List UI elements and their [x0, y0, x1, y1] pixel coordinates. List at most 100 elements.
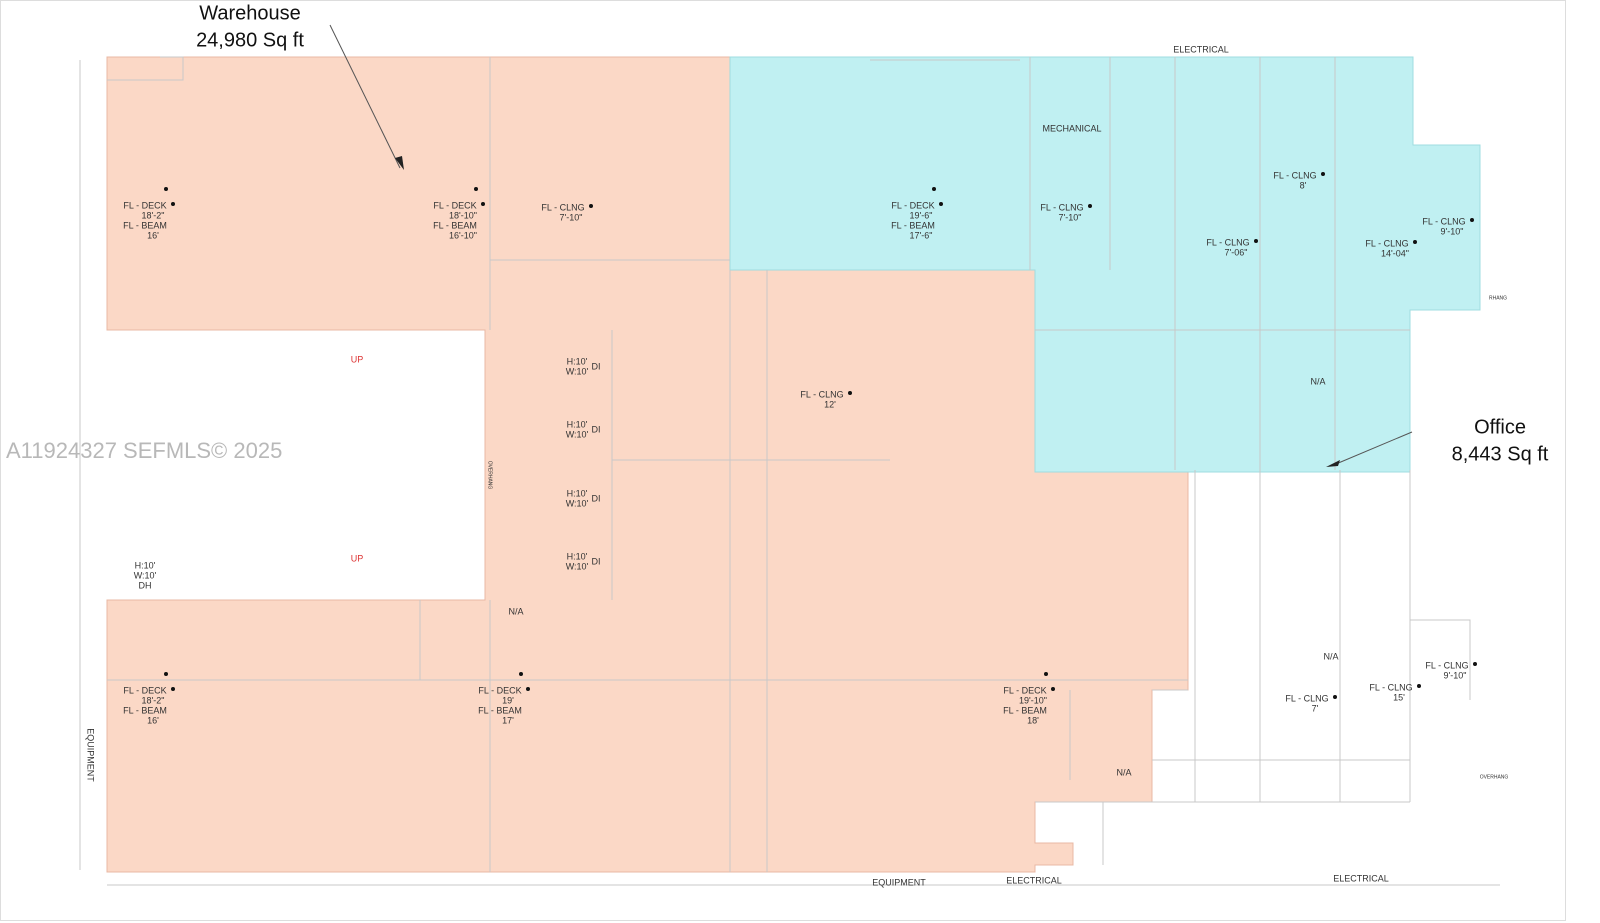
walls [79, 56, 1500, 886]
room-label: OVERHANG [1480, 774, 1509, 780]
elevation-point [939, 202, 943, 206]
elevation-point [1473, 662, 1477, 666]
elevation-point [519, 672, 523, 676]
door-label: DH [139, 580, 152, 590]
door-size: H:10' [567, 488, 588, 498]
elevation-label: FL - BEAM [1003, 705, 1047, 715]
elevation-point [1413, 240, 1417, 244]
elevation-label: FL - DECK [1003, 685, 1046, 695]
elevation-point [932, 187, 936, 191]
callout-area: 24,980 Sq ft [196, 29, 304, 51]
door-size: W:10' [566, 429, 589, 439]
elevation-label: FL - DECK [891, 200, 934, 210]
door-size: W:10' [566, 498, 589, 508]
arrowhead [395, 156, 404, 170]
elevation-label: 14'-04" [1381, 248, 1409, 258]
elevation-label: 19' [502, 695, 514, 705]
office-arrow [1335, 431, 1413, 465]
room-label: UP [351, 553, 364, 563]
elevation-point [171, 687, 175, 691]
elevation-point [848, 391, 852, 395]
warehouse-arrow [329, 24, 401, 169]
room-label: UP [351, 354, 364, 364]
elevation-label: 16'-10" [449, 230, 477, 240]
elevation-label: 16' [147, 230, 159, 240]
room-label: N/A [1116, 767, 1131, 777]
elevation-point [1333, 695, 1337, 699]
door-size: H:10' [567, 419, 588, 429]
elevation-label: FL - DECK [123, 200, 166, 210]
elevation-point [164, 672, 168, 676]
room-label: RHANG [1489, 295, 1507, 301]
door-label: H:10' [135, 560, 156, 570]
elevation-label: FL - BEAM [123, 705, 167, 715]
elevation-label: FL - CLNG [1273, 170, 1316, 180]
elevation-label: 9'-10" [1444, 670, 1467, 680]
office-area [729, 56, 1481, 473]
room-label: N/A [1310, 376, 1325, 386]
elevation-point [526, 687, 530, 691]
elevation-point [1417, 684, 1421, 688]
elevation-label: FL - CLNG [1422, 216, 1465, 226]
arrowhead [1326, 460, 1340, 467]
elevation-label: FL - CLNG [1369, 682, 1412, 692]
elevation-point [1051, 687, 1055, 691]
elevation-label: FL - CLNG [1365, 238, 1408, 248]
elevation-point [171, 202, 175, 206]
door-label: W:10' [134, 570, 157, 580]
elevation-label: FL - DECK [433, 200, 476, 210]
elevation-label: 18'-2" [142, 210, 165, 220]
elevation-label: 17' [502, 715, 514, 725]
room-label: EQUIPMENT [86, 728, 96, 782]
room-label: ELECTRICAL [1173, 44, 1229, 54]
elevation-label: FL - BEAM [433, 220, 477, 230]
room-label: N/A [508, 606, 523, 616]
callout-title: Office [1474, 416, 1526, 438]
elevation-label: 7' [1312, 703, 1319, 713]
elevation-label: 9'-10" [1441, 226, 1464, 236]
elevation-point [589, 204, 593, 208]
elevation-label: FL - CLNG [800, 389, 843, 399]
elevation-label: 17'-6" [910, 230, 933, 240]
elevation-label: 7'-10" [560, 212, 583, 222]
elevation-label: 15' [1393, 692, 1405, 702]
elevation-label: FL - CLNG [541, 202, 584, 212]
elevation-label: 18'-2" [142, 695, 165, 705]
room-label: ELECTRICAL [1333, 873, 1389, 883]
elevation-point [1088, 204, 1092, 208]
elevation-label: 18' [1027, 715, 1039, 725]
elevation-label: FL - BEAM [478, 705, 522, 715]
elevation-label: 19'-6" [910, 210, 933, 220]
room-label: N/A [1323, 651, 1338, 661]
door-size: W:10' [566, 561, 589, 571]
elevation-label: 16' [147, 715, 159, 725]
elevation-label: 19'-10" [1019, 695, 1047, 705]
elevation-label: 7'-06" [1225, 247, 1248, 257]
elevation-label: FL - BEAM [891, 220, 935, 230]
door-type: DI [592, 493, 601, 503]
elevation-label: FL - BEAM [123, 220, 167, 230]
elevation-label: FL - CLNG [1425, 660, 1468, 670]
elevation-point [164, 187, 168, 191]
door-type: DI [592, 556, 601, 566]
room-label: MECHANICAL [1042, 123, 1101, 133]
door-type: DI [592, 424, 601, 434]
door-size: W:10' [566, 366, 589, 376]
elevation-label: FL - CLNG [1285, 693, 1328, 703]
elevation-label: 8' [1300, 180, 1307, 190]
elevation-label: FL - CLNG [1040, 202, 1083, 212]
door-type: DI [592, 361, 601, 371]
elevation-label: FL - DECK [478, 685, 521, 695]
room-label: OVERHANG [487, 461, 493, 490]
elevation-point [1321, 172, 1325, 176]
elevation-point [481, 202, 485, 206]
elevation-point [474, 187, 478, 191]
elevation-label: FL - DECK [123, 685, 166, 695]
elevation-label: 7'-10" [1059, 212, 1082, 222]
room-label: ELECTRICAL [1006, 875, 1062, 885]
room-label: EQUIPMENT [872, 877, 926, 887]
door-size: H:10' [567, 551, 588, 561]
elevation-label: 12' [824, 399, 836, 409]
elevation-point [1044, 672, 1048, 676]
